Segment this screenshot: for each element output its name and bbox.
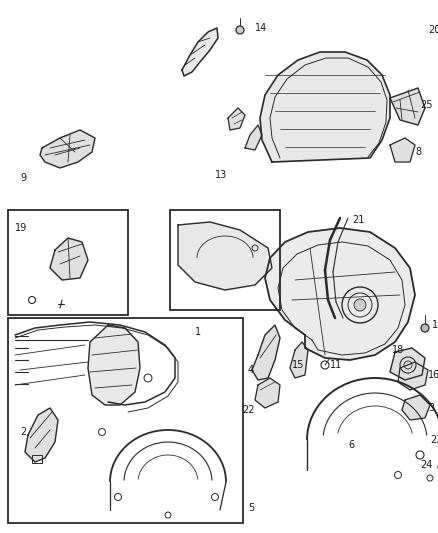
- Polygon shape: [255, 378, 280, 408]
- Polygon shape: [50, 238, 88, 280]
- Polygon shape: [25, 408, 58, 462]
- Polygon shape: [265, 228, 415, 360]
- Text: 16: 16: [428, 370, 438, 380]
- Polygon shape: [290, 342, 308, 378]
- Text: 13: 13: [215, 170, 227, 180]
- Polygon shape: [40, 130, 95, 168]
- Polygon shape: [228, 108, 245, 130]
- Polygon shape: [260, 52, 390, 162]
- Circle shape: [236, 26, 244, 34]
- Text: 21: 21: [352, 215, 364, 225]
- Circle shape: [354, 299, 366, 311]
- Text: 2: 2: [20, 427, 26, 437]
- Polygon shape: [398, 362, 428, 390]
- Text: 1: 1: [195, 327, 201, 337]
- Text: 20: 20: [428, 25, 438, 35]
- Text: 15: 15: [292, 360, 304, 370]
- Text: 24: 24: [420, 460, 432, 470]
- Polygon shape: [390, 88, 425, 125]
- Polygon shape: [245, 125, 262, 150]
- Polygon shape: [88, 325, 140, 405]
- Polygon shape: [390, 138, 415, 162]
- Text: 3: 3: [428, 403, 434, 413]
- Text: 6: 6: [348, 440, 354, 450]
- Polygon shape: [252, 325, 280, 380]
- Text: 25: 25: [420, 100, 432, 110]
- Text: 11: 11: [330, 360, 342, 370]
- Text: 14: 14: [255, 23, 267, 33]
- Text: 23: 23: [430, 435, 438, 445]
- Polygon shape: [390, 348, 425, 380]
- Polygon shape: [402, 395, 430, 420]
- Bar: [32, 455, 42, 463]
- Polygon shape: [178, 222, 272, 290]
- Polygon shape: [182, 28, 218, 76]
- Bar: [8, 318, 243, 523]
- Bar: [170, 210, 280, 310]
- Text: 8: 8: [415, 147, 421, 157]
- Text: 9: 9: [20, 173, 26, 183]
- Text: 5: 5: [248, 503, 254, 513]
- Circle shape: [421, 324, 429, 332]
- Text: 19: 19: [15, 223, 27, 233]
- Text: 22: 22: [242, 405, 254, 415]
- Text: 4: 4: [248, 365, 254, 375]
- Text: 17: 17: [432, 320, 438, 330]
- Bar: [8, 210, 128, 315]
- Text: 18: 18: [392, 345, 404, 355]
